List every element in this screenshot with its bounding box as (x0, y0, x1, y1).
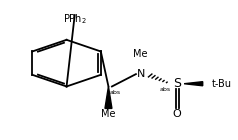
Text: Me: Me (133, 49, 147, 59)
Text: PPh$_2$: PPh$_2$ (63, 12, 86, 26)
Text: Me: Me (101, 109, 116, 119)
Text: abs: abs (110, 90, 121, 95)
Text: O: O (173, 109, 182, 119)
Text: abs: abs (160, 87, 171, 92)
Polygon shape (184, 82, 203, 86)
Text: t-Bu: t-Bu (212, 79, 232, 89)
Text: N: N (137, 69, 145, 79)
Text: S: S (173, 77, 181, 90)
Polygon shape (105, 87, 112, 108)
